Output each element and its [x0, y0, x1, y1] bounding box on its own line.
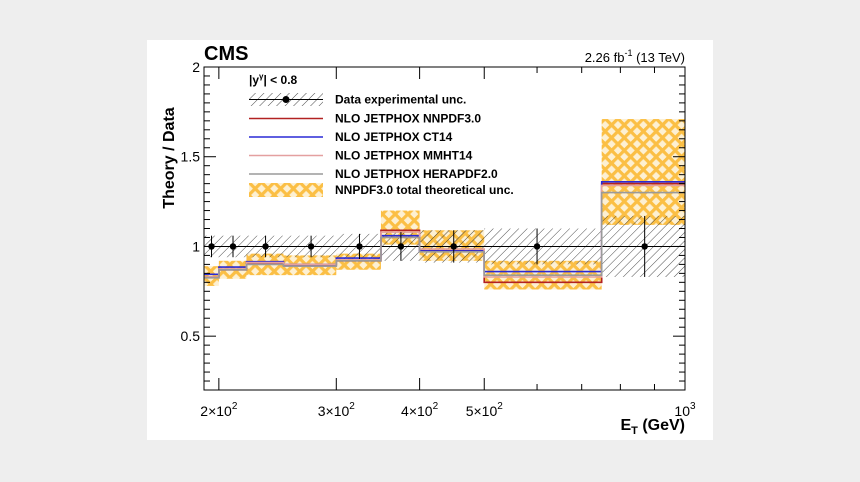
legend-entry-nnpdf30: NLO JETPHOX NNPDF3.0 — [249, 112, 481, 126]
x-tick-label: 5×102 — [466, 401, 504, 419]
x-tick-label: 2×102 — [200, 401, 238, 419]
legend-label-mmht14: NLO JETPHOX MMHT14 — [335, 149, 473, 163]
y-tick-label: 0.5 — [181, 328, 201, 344]
legend-label-ct14: NLO JETPHOX CT14 — [335, 130, 453, 144]
experiment-label: CMS — [204, 43, 248, 65]
y-tick-label: 2 — [192, 59, 200, 75]
x-tick-label: 4×102 — [401, 401, 439, 419]
data-point — [641, 243, 648, 250]
y-tick-label: 1.5 — [181, 149, 201, 165]
x-axis-title: ET (GeV) — [620, 417, 685, 437]
series-line-2 — [204, 184, 685, 278]
theory-band-bin — [601, 119, 685, 225]
legend-label-herapdf20: NLO JETPHOX HERAPDF2.0 — [335, 167, 498, 181]
data-point — [262, 243, 269, 250]
legend-entry-ct14: NLO JETPHOX CT14 — [249, 130, 453, 144]
data-points-layer — [208, 215, 648, 277]
data-point — [450, 243, 457, 250]
legend-entry-herapdf20: NLO JETPHOX HERAPDF2.0 — [249, 167, 498, 181]
legend-entry-mmht14: NLO JETPHOX MMHT14 — [249, 149, 473, 163]
series-layer — [204, 181, 685, 284]
legend-label-theory-band: NNPDF3.0 total theoretical unc. — [335, 183, 514, 197]
data-point — [356, 243, 363, 250]
luminosity-label: 2.26 fb-1 (13 TeV) — [585, 48, 685, 65]
legend-entry-theory-band: NNPDF3.0 total theoretical unc. — [249, 183, 514, 197]
legend-label-data: Data experimental unc. — [335, 93, 466, 107]
data-uncertainty-band-layer — [204, 215, 685, 277]
x-tick-label: 103 — [674, 401, 696, 419]
axis-ticks-layer: 0.5 1 1.5 2 2×102 3×102 4×102 5×102 103 — [181, 59, 696, 419]
data-point — [307, 243, 315, 250]
chart-canvas: 0.5 1 1.5 2 2×102 3×102 4×102 5×102 103 CMS 2.26… — [147, 40, 713, 440]
legend-marker-data — [282, 96, 290, 103]
data-point — [533, 243, 541, 250]
x-tick-label: 3×102 — [318, 401, 356, 419]
theory-data-ratio-chart: 0.5 1 1.5 2 2×102 3×102 4×102 5×102 103 CMS 2.26… — [161, 43, 696, 437]
data-point — [397, 243, 405, 250]
legend: Data experimental unc. NLO JETPHOX NNPDF… — [249, 93, 514, 197]
y-tick-label: 1 — [192, 238, 200, 254]
rapidity-cut-label: |yγ| < 0.8 — [249, 72, 298, 87]
legend-entry-data: Data experimental unc. — [249, 93, 466, 107]
series-line-1 — [204, 181, 685, 276]
theory-band-bin — [204, 266, 219, 286]
legend-swatch-theory-band — [249, 183, 323, 197]
legend-label-nnpdf30: NLO JETPHOX NNPDF3.0 — [335, 112, 481, 126]
series-line-3 — [204, 191, 685, 279]
data-point — [229, 243, 237, 250]
y-axis-title: Theory / Data — [161, 107, 178, 208]
